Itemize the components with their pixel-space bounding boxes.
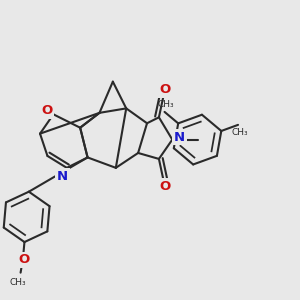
Text: CH₃: CH₃ — [231, 128, 248, 137]
Text: O: O — [159, 180, 170, 193]
Text: CH₃: CH₃ — [9, 278, 26, 287]
Text: N: N — [57, 170, 68, 183]
Text: O: O — [18, 254, 29, 266]
Text: N: N — [174, 131, 185, 144]
Text: O: O — [41, 104, 52, 117]
Text: O: O — [159, 83, 170, 97]
Text: CH₃: CH₃ — [158, 100, 174, 109]
